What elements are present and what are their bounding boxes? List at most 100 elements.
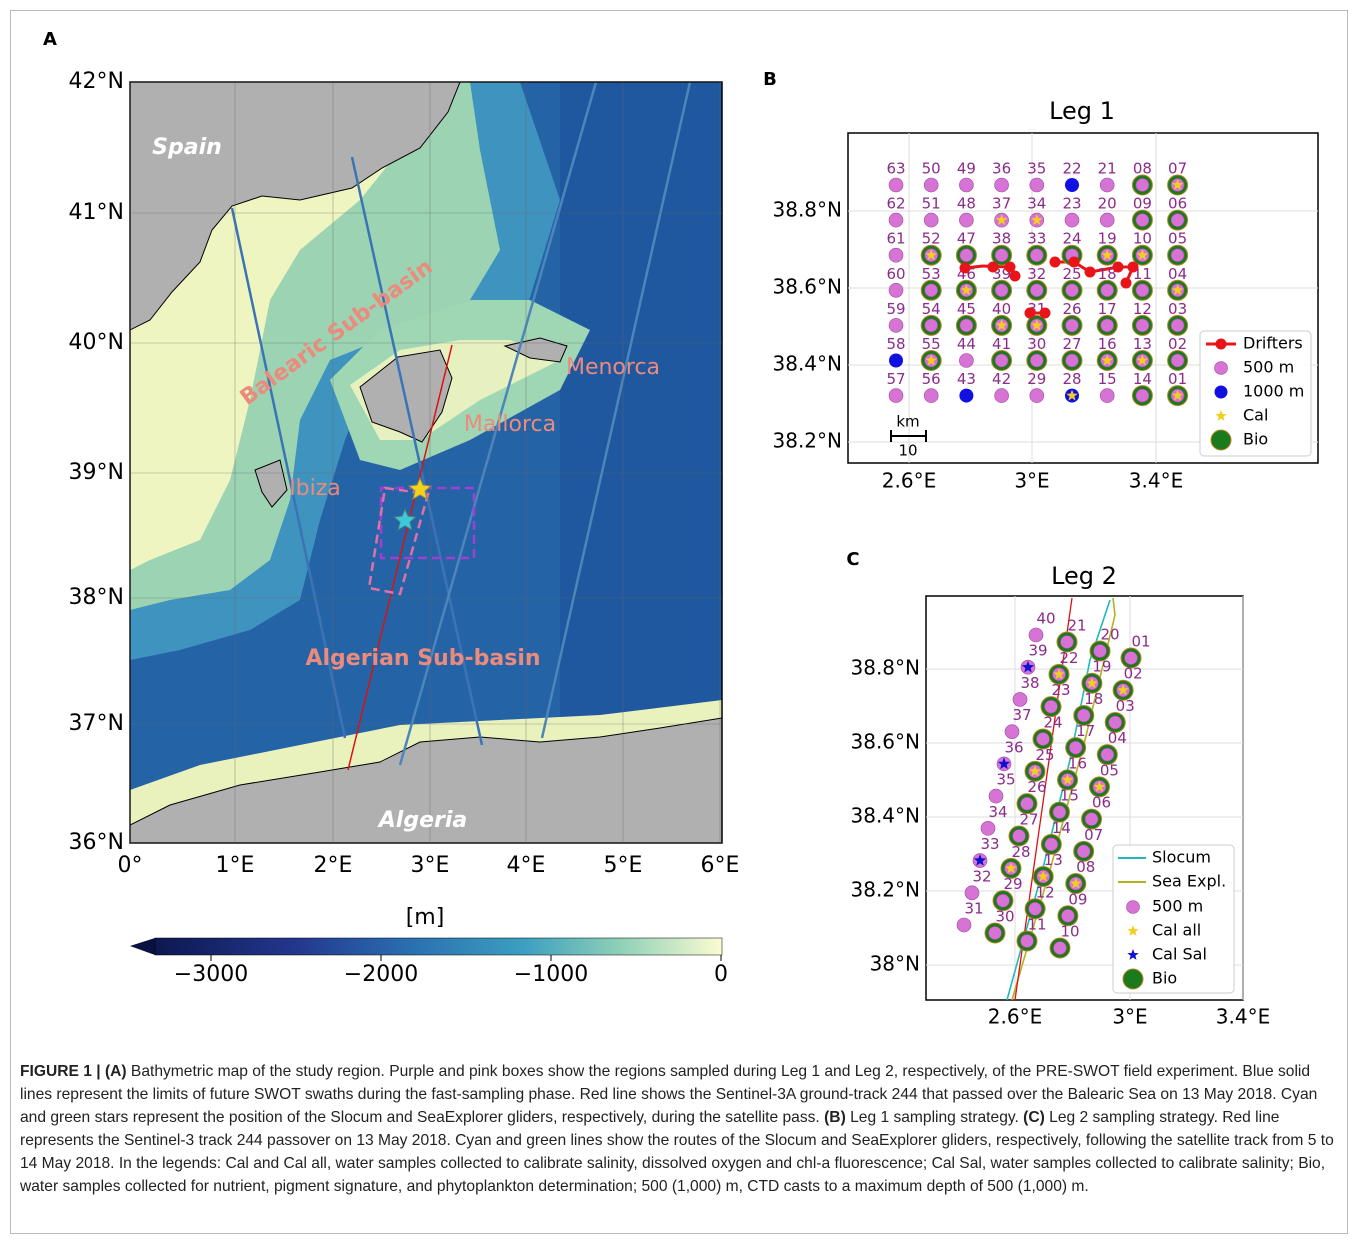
legend-marker [1122,968,1144,990]
station-label: 62 [886,195,905,213]
cast-marker [923,177,939,193]
station-label: 13 [1133,335,1152,353]
colorbar-tick-label: 0 [714,962,728,987]
cast-marker [1028,901,1042,916]
cast-marker [888,212,904,228]
cast-marker [888,177,904,193]
station-label: 15 [1098,370,1117,388]
cast-marker [994,283,1009,298]
station-label: 17 [1098,300,1117,318]
cast-marker [996,893,1010,908]
legend-label: Sea Expl. [1152,872,1226,891]
station-label: 12 [1036,883,1055,901]
cast-marker [1060,635,1074,649]
cast-marker [1108,715,1123,730]
scale-bar [890,430,927,442]
cast-marker [988,926,1002,940]
cal-marker [1101,354,1113,366]
lat-tick-label: 42°N [69,69,124,94]
station-label: 38 [992,230,1011,248]
colorbar-tick-label: −2000 [344,962,418,987]
legend-marker [1215,338,1227,350]
y-tick-label: 38.4°N [851,804,921,828]
cal-marker [1031,319,1043,331]
cast-marker [959,318,974,333]
drifter-marker [1024,307,1036,319]
station-label: 34 [1027,195,1046,213]
cast-marker [994,177,1009,193]
cast-marker [1170,318,1185,333]
cast-marker [1061,908,1075,923]
station-label: 13 [1044,851,1063,869]
place-label: Algerian Sub-basin [305,646,540,671]
panel-title: Leg 2 [1051,562,1117,590]
lat-tick-label: 37°N [69,711,124,736]
station-label: 47 [957,230,976,248]
sentinel-track [347,344,453,771]
cast-marker [959,353,974,368]
station-label: 60 [886,265,905,283]
legend-label: 1000 m [1243,382,1304,401]
drifter-marker [987,261,999,273]
cast-marker [1076,708,1091,723]
station-label: 20 [1098,195,1117,213]
station-label: 42 [992,370,1011,388]
drifter-marker [1127,261,1139,273]
cast-marker [1029,177,1045,193]
cast-marker [959,177,974,193]
cast-marker [1044,837,1059,852]
station-label: 36 [992,160,1011,178]
legend-marker [1214,361,1228,375]
cast-marker [1076,844,1091,859]
station-label: 06 [1168,195,1187,213]
station-label: 14 [1133,370,1152,388]
station-label: 28 [1011,843,1030,861]
station-label: 39 [1028,642,1047,660]
drifter-marker [1112,261,1124,273]
cal-marker [1070,877,1082,889]
place-label: Mallorca [464,412,556,437]
cast-marker [1065,283,1079,298]
cal-marker [1171,284,1184,296]
legend-marker [1127,949,1139,960]
cast-marker [1044,699,1058,714]
x-tick-label: 3.4°E [1216,1005,1270,1029]
colorbar [154,937,723,956]
station-label: 50 [922,160,941,178]
slocum-star [392,507,418,532]
cast-marker [1100,747,1115,762]
station-label: 53 [922,265,941,283]
caption-text: Bathymetric map of the study region. Pur… [20,1063,1318,1126]
cal-marker [1171,179,1184,190]
place-label: Ibiza [289,476,341,501]
cal-marker [1136,354,1149,366]
station-label: 59 [886,300,905,318]
colorbar-label: [m] [406,905,445,930]
cal-marker [1171,389,1184,401]
cal-marker [1005,862,1017,874]
bathymetry-map [130,82,722,843]
cast-marker [1099,177,1115,193]
cal-marker [1136,249,1149,261]
station-label: 03 [1168,300,1187,318]
cast-marker [980,821,996,836]
station-label: 18 [1098,265,1117,283]
station-label: 05 [1168,230,1187,248]
legend-label: 500 m [1243,358,1294,377]
cast-marker [994,388,1009,403]
cast-marker [964,885,980,901]
cast-marker [1052,805,1067,819]
station-label: 43 [957,370,976,388]
seaexplorer-star [407,476,433,501]
station-label: 15 [1060,787,1079,805]
cast-marker [1030,353,1044,368]
cast-marker [956,917,972,933]
cal-marker [1093,780,1106,792]
scale-unit: km [896,413,919,431]
cal-marker [1061,773,1074,785]
slocum-route [1006,599,1111,1001]
station-label: 34 [988,803,1007,821]
cast-marker [1093,644,1107,658]
caption-text: Leg 1 sampling strategy. [845,1109,1024,1126]
